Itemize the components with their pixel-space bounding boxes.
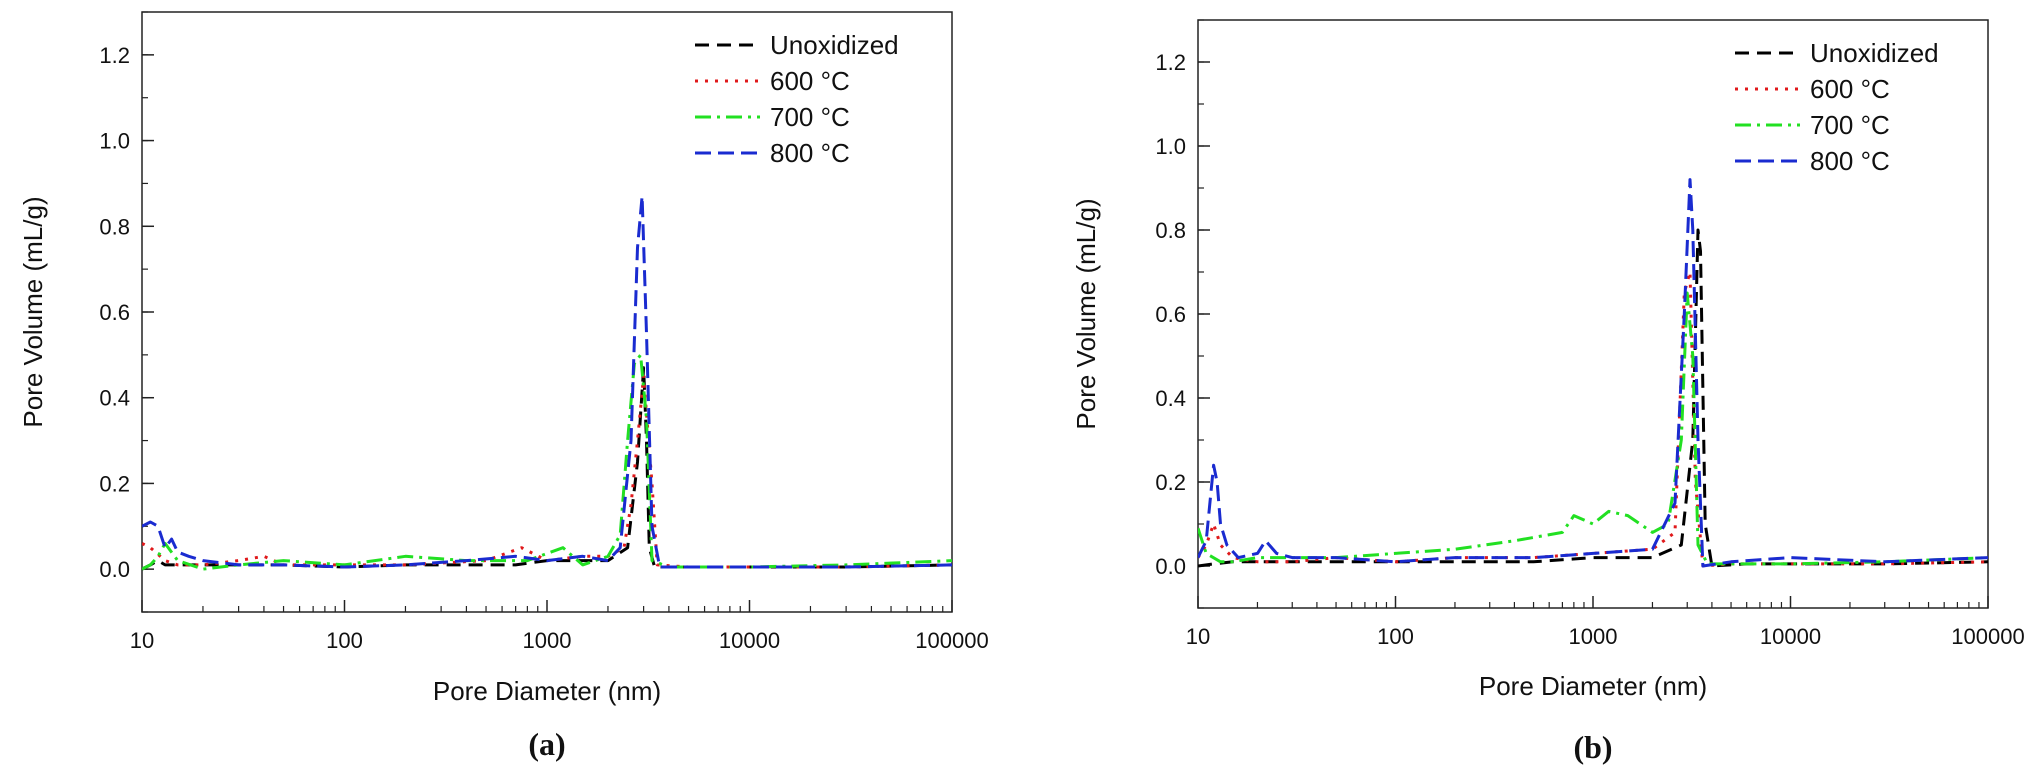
x-tick-label: 1000	[523, 628, 572, 653]
panel-label: (b)	[1573, 729, 1612, 765]
x-tick-label: 100000	[915, 628, 988, 653]
y-tick-label: 0.6	[1155, 302, 1186, 327]
y-tick-label: 0.0	[1155, 554, 1186, 579]
y-tick-label: 1.2	[99, 43, 130, 68]
series-line-1	[1198, 270, 1988, 568]
series-line-0	[1198, 228, 1988, 568]
y-tick-label: 0.2	[1155, 470, 1186, 495]
plot-frame	[1197, 19, 1989, 609]
legend-label: 800 °C	[770, 138, 850, 168]
series-line-3	[1198, 178, 1988, 568]
legend-label: 600 °C	[770, 66, 850, 96]
x-tick-label: 100	[1377, 624, 1414, 649]
x-tick-label: 100	[326, 628, 363, 653]
y-tick-label: 0.4	[1155, 386, 1186, 411]
chart-panel-b: 10 100 1000 10000 100000 0.0 0.2 0.4 0.6 0.8 1.0 1.…	[1071, 19, 2025, 765]
y-tick-label: 0.0	[99, 557, 130, 582]
x-tick-label: 100000	[1951, 624, 2024, 649]
chart-panel-a: 10 100 1000 10000 100000 0.0 0.2 0.4 0.6 0.8 1.0 1.…	[18, 11, 989, 762]
legend-label: 700 °C	[1810, 110, 1890, 140]
x-tick-label: 10000	[719, 628, 780, 653]
legend: Unoxidized 600 °C 700 °C 800 °C	[1735, 38, 1939, 176]
legend-label: Unoxidized	[1810, 38, 1939, 68]
x-tick-label: 10	[130, 628, 154, 653]
y-tick-label: 1.0	[1155, 134, 1186, 159]
series-group	[142, 194, 952, 571]
legend-label: 600 °C	[1810, 74, 1890, 104]
panel-label: (a)	[528, 726, 565, 762]
y-tick-label: 0.4	[99, 386, 130, 411]
legend-label: Unoxidized	[770, 30, 899, 60]
y-tick-label: 0.8	[1155, 218, 1186, 243]
x-tick-label: 10000	[1760, 624, 1821, 649]
series-line-2	[1198, 291, 1988, 566]
legend-label: 800 °C	[1810, 146, 1890, 176]
series-line-1	[142, 374, 952, 569]
y-tick-label: 1.0	[99, 129, 130, 154]
x-axis-title: Pore Diameter (nm)	[1479, 671, 1707, 701]
series-line-3	[142, 194, 952, 569]
legend-label: 700 °C	[770, 102, 850, 132]
y-axis-title: Pore Volume (mL/g)	[18, 196, 48, 427]
y-tick-label: 0.2	[99, 471, 130, 496]
series-line-2	[142, 353, 952, 571]
y-tick-label: 0.6	[99, 300, 130, 325]
y-tick-label: 0.8	[99, 214, 130, 239]
y-tick-label: 1.2	[1155, 50, 1186, 75]
x-tick-label: 10	[1186, 624, 1210, 649]
y-axis-title: Pore Volume (mL/g)	[1071, 198, 1101, 429]
x-tick-label: 1000	[1569, 624, 1618, 649]
series-group	[1198, 178, 1988, 568]
x-axis-title: Pore Diameter (nm)	[433, 676, 661, 706]
series-line-0	[142, 366, 952, 571]
legend: Unoxidized 600 °C 700 °C 800 °C	[695, 30, 899, 168]
